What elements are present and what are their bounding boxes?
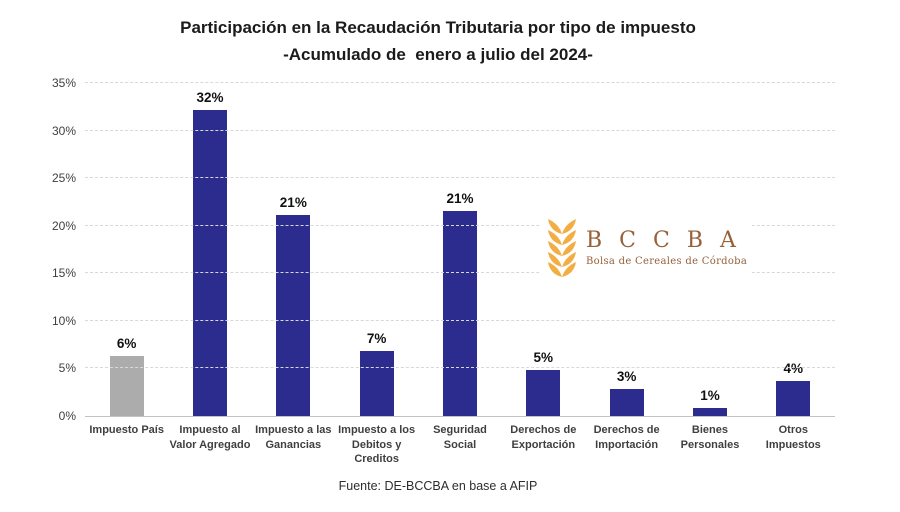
- x-category-label: Impuesto a las Ganancias: [255, 424, 332, 451]
- gridline: [85, 272, 835, 274]
- bar-8: [692, 408, 727, 416]
- y-tick-label: 35%: [51, 76, 76, 90]
- bar-slot: 5%: [502, 83, 585, 416]
- y-tick-label: 30%: [51, 123, 76, 138]
- bar-slot: 6%: [85, 83, 168, 416]
- bar-4: [359, 351, 394, 416]
- x-category-label: Otros Impuestos: [765, 424, 821, 451]
- bar-value-label: 6%: [116, 336, 137, 352]
- bar-6: [526, 370, 561, 416]
- y-tick-label: 10%: [51, 313, 76, 328]
- chart-title: Participación en la Recaudación Tributar…: [0, 14, 876, 68]
- bar-3: [276, 215, 311, 416]
- bar-value-label: 32%: [196, 89, 224, 105]
- bar-value-label: 21%: [279, 195, 307, 211]
- gridline: [85, 177, 835, 179]
- bar-2: [192, 109, 227, 416]
- logo-acronym: B C C B A: [586, 227, 741, 253]
- x-category-label: Derechos de Exportación: [510, 424, 577, 451]
- bar-value-label: 3%: [616, 369, 637, 385]
- y-axis: 0% 5% 10% 15% 20% 25% 30% 35%: [18, 76, 76, 423]
- bar-slot: 32%: [168, 83, 251, 416]
- bar-1: [109, 356, 144, 416]
- bar-value-label: 21%: [446, 191, 474, 207]
- bar-value-label: 1%: [700, 388, 720, 404]
- x-category-label: Impuesto País: [89, 424, 164, 436]
- x-axis: Impuesto País Impuesto al Valor Agregado I…: [85, 423, 835, 467]
- bar-9: [776, 380, 811, 416]
- gridline: [85, 82, 835, 83]
- bar-5: [442, 211, 477, 416]
- plot-area: 6% 32% 21% 7% 21% 5% 3% 1% 4%: [85, 82, 835, 417]
- bar-7: [609, 389, 644, 416]
- x-category-label: Impuesto al Valor Agregado: [169, 424, 251, 451]
- x-category-label: Bienes Personales: [680, 424, 740, 451]
- bar-slot: 7%: [335, 83, 418, 416]
- x-category-label: Seguridad Social: [433, 424, 487, 451]
- chart-title-line1: Participación en la Recaudación Tributar…: [180, 18, 696, 37]
- bars-row: 6% 32% 21% 7% 21% 5% 3% 1% 4%: [85, 83, 835, 416]
- gridline: [85, 129, 835, 131]
- y-tick-label: 0%: [58, 409, 76, 423]
- y-tick-label: 5%: [58, 361, 76, 376]
- y-tick-label: 25%: [51, 171, 76, 186]
- bar-slot: 4%: [752, 83, 835, 416]
- bccba-logo: B C C B A Bolsa de Cereales de Córdoba: [540, 216, 753, 278]
- gridline: [85, 224, 835, 226]
- bar-value-label: 5%: [533, 350, 554, 366]
- bar-slot: 21%: [252, 83, 335, 416]
- x-category-label: Impuesto a los Debitos y Creditos: [338, 424, 416, 465]
- bar-value-label: 7%: [366, 331, 387, 347]
- gridline: [85, 367, 835, 369]
- bar-slot: 1%: [668, 83, 751, 416]
- bar-slot: 3%: [585, 83, 668, 416]
- bar-slot: 21%: [418, 83, 501, 416]
- y-tick-label: 20%: [51, 218, 76, 233]
- x-category-label: Derechos de Importación: [593, 424, 660, 451]
- wheat-icon: [548, 219, 576, 277]
- gridline: [85, 319, 835, 321]
- logo-subtitle: Bolsa de Cereales de Córdoba: [586, 255, 748, 267]
- y-tick-label: 15%: [51, 266, 76, 281]
- chart-title-line2: -Acumulado de enero a julio del 2024-: [283, 45, 593, 64]
- logo-text-block: B C C B A Bolsa de Cereales de Córdoba: [586, 228, 747, 267]
- source-note: Fuente: DE-BCCBA en base a AFIP: [338, 479, 538, 493]
